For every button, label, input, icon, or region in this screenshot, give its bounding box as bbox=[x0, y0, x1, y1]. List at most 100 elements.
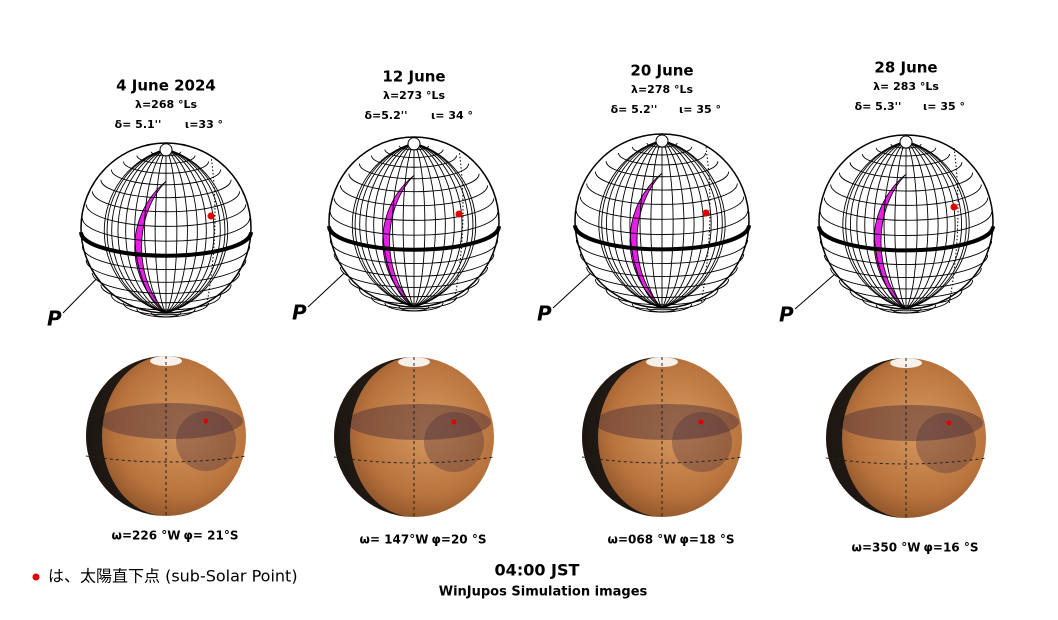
subsolar-point bbox=[950, 203, 958, 211]
meridian bbox=[413, 142, 446, 308]
pole-label: P bbox=[292, 300, 307, 324]
mars-globe bbox=[825, 358, 987, 518]
latitude-line bbox=[862, 298, 950, 312]
pole-label: P bbox=[537, 301, 552, 325]
dark-region bbox=[916, 413, 976, 473]
meridian bbox=[413, 142, 436, 308]
meridian bbox=[661, 139, 712, 309]
meridian bbox=[354, 142, 415, 308]
pole-label: P bbox=[47, 306, 62, 330]
phase-angle: ι=33 ° bbox=[185, 118, 223, 131]
solar-longitude: λ=268 °Ls bbox=[135, 98, 197, 111]
dark-region bbox=[672, 412, 732, 472]
equator bbox=[581, 456, 743, 464]
diameter: δ= 5.3'' bbox=[855, 100, 902, 113]
polar-cap bbox=[890, 358, 922, 368]
subsolar-point bbox=[455, 210, 463, 218]
meridian bbox=[117, 148, 167, 314]
latitude-line bbox=[618, 297, 706, 311]
meridian bbox=[894, 140, 907, 310]
meridian bbox=[413, 142, 477, 308]
meridian bbox=[165, 148, 215, 314]
meridian bbox=[413, 142, 426, 308]
meridian bbox=[413, 142, 469, 308]
date: 4 June 2024 bbox=[116, 77, 216, 95]
meridian bbox=[154, 148, 167, 314]
meridian bbox=[413, 142, 463, 308]
terminator-shadow bbox=[582, 357, 662, 517]
pole-pointer bbox=[62, 278, 97, 314]
meridian bbox=[125, 148, 167, 314]
meridian bbox=[905, 140, 939, 310]
central-longitude: ω= 147°W bbox=[360, 533, 429, 547]
solar-longitude: λ= 283 °Ls bbox=[873, 80, 939, 93]
central-longitude: ω=226 °W bbox=[112, 529, 181, 543]
terminator-shadow bbox=[334, 357, 414, 517]
meridian bbox=[905, 140, 929, 310]
solar-longitude: λ=278 °Ls bbox=[631, 83, 693, 96]
pole-pointer bbox=[794, 273, 835, 310]
dark-region bbox=[176, 411, 236, 471]
legend-text: は、太陽直下点 (sub-Solar Point) bbox=[48, 567, 298, 586]
north-pole bbox=[159, 143, 173, 157]
polar-cap bbox=[150, 356, 182, 366]
meridian bbox=[382, 142, 415, 308]
sub-earth-latitude: φ=18 °S bbox=[680, 533, 735, 547]
terminator-shadow bbox=[86, 356, 166, 516]
subsolar-point bbox=[451, 419, 457, 425]
meridian bbox=[661, 139, 685, 309]
meridian bbox=[392, 142, 415, 308]
phase-angle: ι= 35 ° bbox=[923, 100, 965, 113]
meridian bbox=[905, 140, 918, 310]
time: 04:00 JST bbox=[495, 561, 580, 580]
meridian bbox=[849, 140, 907, 310]
diameter: δ= 5.2'' bbox=[611, 103, 658, 116]
pole-label: P bbox=[779, 302, 794, 326]
sub-earth-latitude: φ= 21°S bbox=[184, 529, 239, 543]
meridian bbox=[842, 140, 907, 310]
north-pole bbox=[407, 137, 421, 151]
meridian bbox=[661, 139, 695, 309]
meridian bbox=[864, 140, 907, 310]
meridian bbox=[661, 139, 723, 309]
diameter: δ= 5.1'' bbox=[115, 118, 162, 131]
equator bbox=[85, 455, 247, 463]
meridian bbox=[883, 140, 907, 310]
polar-cap bbox=[398, 357, 430, 367]
subsolar-point bbox=[946, 420, 952, 426]
subsolar-point bbox=[203, 418, 209, 424]
meridian bbox=[601, 139, 663, 309]
date: 28 June bbox=[874, 59, 937, 77]
meridian bbox=[402, 142, 415, 308]
wireframe-globe bbox=[79, 142, 253, 318]
caption: WinJupos Simulation images bbox=[439, 585, 648, 600]
central-longitude: ω=350 °W bbox=[852, 541, 921, 555]
meridian bbox=[905, 140, 948, 310]
sub-earth-latitude: φ=16 °S bbox=[924, 541, 979, 555]
wireframe-globe bbox=[573, 133, 751, 313]
subsolar-meridian bbox=[453, 149, 464, 303]
north-pole bbox=[655, 134, 669, 148]
meridian bbox=[905, 140, 970, 310]
equator bbox=[333, 456, 495, 464]
meridian bbox=[905, 140, 956, 310]
meridian bbox=[413, 142, 455, 308]
equator bbox=[825, 457, 987, 465]
mars-globe bbox=[333, 357, 495, 517]
meridian bbox=[661, 139, 719, 309]
meridian bbox=[639, 139, 663, 309]
subsolar-meridian bbox=[205, 155, 216, 309]
meridian bbox=[165, 148, 229, 314]
meridian bbox=[165, 148, 178, 314]
mars-globe bbox=[85, 356, 247, 516]
central-longitude: ω=068 °W bbox=[608, 533, 677, 547]
dark-region bbox=[595, 404, 739, 440]
latitude-line bbox=[123, 302, 209, 316]
meridian bbox=[365, 142, 415, 308]
meridian bbox=[359, 142, 415, 308]
meridian bbox=[351, 142, 415, 308]
phase-angle: ι= 34 ° bbox=[431, 109, 473, 122]
meridian bbox=[856, 140, 907, 310]
meridian bbox=[165, 148, 221, 314]
